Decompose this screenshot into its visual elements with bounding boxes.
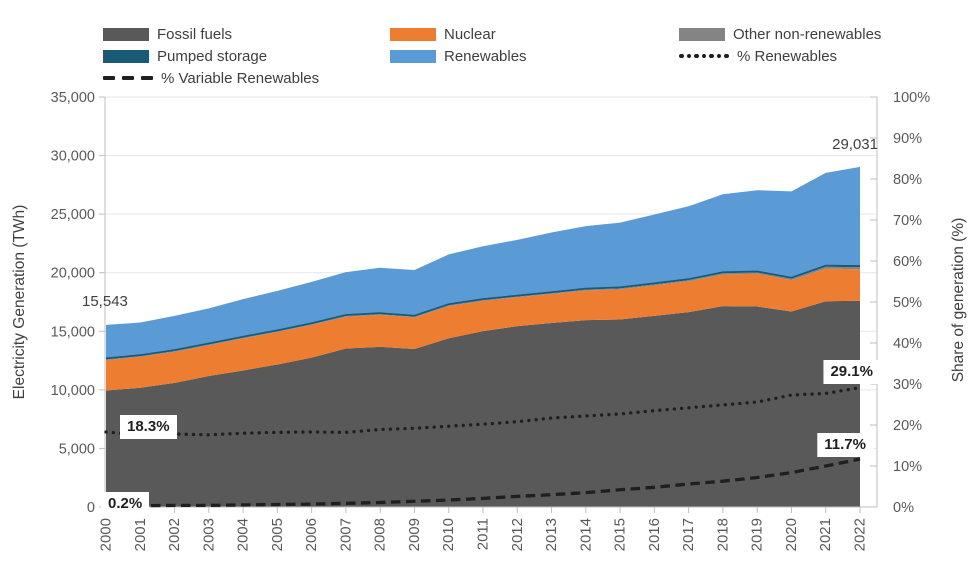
legend-item-other-non-renewables: Other non-renewables <box>679 25 882 43</box>
legend-swatch <box>679 27 725 41</box>
annotation-total-2022: 29,031 <box>832 135 878 153</box>
x-axis-tick-label: 2014 <box>577 518 594 551</box>
left-axis-tick-label: 10,000 <box>51 383 95 399</box>
x-axis-tick-label: 2002 <box>166 518 183 551</box>
right-axis-tick-label: 90% <box>893 131 922 147</box>
area-nuclear <box>106 268 860 391</box>
right-axis-tick-label: 0% <box>893 500 914 516</box>
legend-label: % Renewables <box>737 47 838 65</box>
legend-label: Fossil fuels <box>157 25 233 43</box>
x-axis-tick-label: 2004 <box>235 518 252 551</box>
right-axis-tick-label: 100% <box>893 90 930 106</box>
left-axis-tick-label: 5,000 <box>59 441 95 457</box>
area-renewables <box>106 166 860 359</box>
x-axis-tick-label: 2012 <box>509 518 526 551</box>
right-axis-tick-label: 30% <box>893 377 922 393</box>
x-axis-tick-label: 2019 <box>749 518 766 551</box>
line-renewables <box>104 386 862 437</box>
x-axis-tick-label: 2009 <box>406 518 423 551</box>
right-axis-tick-label: 10% <box>893 459 922 475</box>
left-axis-tick-label: 20,000 <box>51 266 95 282</box>
annotation-pct-var-2022: 11.7% <box>817 433 873 458</box>
x-axis-tick-label: 2018 <box>714 518 731 551</box>
left-axis-tick-label: 15,000 <box>51 324 95 340</box>
legend-dotted-line-glyph <box>679 53 729 59</box>
left-axis-tick-label: 0 <box>87 500 95 516</box>
dot-glyph <box>694 53 699 59</box>
right-axis-tick-label: 50% <box>893 295 922 311</box>
x-axis-tick-label: 2003 <box>200 518 217 551</box>
legend-item-renewables: % Renewables <box>679 47 881 65</box>
x-axis-tick-label: 2015 <box>612 518 629 551</box>
legend-item-pumped-storage: Pumped storage <box>103 47 390 65</box>
left-axis-tick-label: 25,000 <box>51 207 95 223</box>
x-axis-tick-label: 2020 <box>783 518 800 551</box>
dot-glyph <box>701 53 707 59</box>
dot-glyph <box>724 53 729 59</box>
x-axis-tick-label: 2022 <box>852 518 869 551</box>
line-variable-renewables <box>105 457 861 508</box>
legend-label: % Variable Renewables <box>161 69 320 87</box>
dash-glyph <box>103 76 115 80</box>
dot-glyph <box>686 53 692 59</box>
x-axis-tick-label: 2011 <box>475 518 492 550</box>
legend-swatch <box>390 27 436 41</box>
x-axis-tick-label: 2005 <box>269 518 286 551</box>
chart-legend: Fossil fuels Nuclear Other non-renewables P… <box>103 25 882 87</box>
x-axis-tick-label: 2013 <box>543 518 560 551</box>
right-axis-title: Share of generation (%) <box>950 217 967 383</box>
stacked-areas <box>105 166 861 507</box>
legend-swatch <box>390 49 436 63</box>
annotation-total-2000: 15,543 <box>82 292 128 310</box>
legend-swatch <box>103 49 149 63</box>
x-axis-tick-label: 2000 <box>98 518 115 551</box>
legend-dashed-line-glyph <box>103 76 153 80</box>
left-axis-title: Electricity Generation (TWh) <box>11 204 28 400</box>
dash-glyph <box>122 76 134 80</box>
x-axis-tick-label: 2016 <box>646 518 663 551</box>
legend-label: Renewables <box>444 47 527 65</box>
axes: 0 5,000 10,000 15,000 20,000 25,000 30,000 35,0… <box>51 90 931 551</box>
left-axis-tick-label: 30,000 <box>51 149 95 165</box>
x-axis-tick-label: 2010 <box>440 518 457 551</box>
legend-label: Pumped storage <box>157 47 268 65</box>
area-fossil-fuels <box>106 300 860 507</box>
right-axis-tick-label: 40% <box>893 336 922 352</box>
x-axis-tick-label: 2017 <box>680 518 697 551</box>
right-axis-tick-label: 70% <box>893 213 922 229</box>
annotation-pct-renew-2022: 29.1% <box>823 359 880 384</box>
legend-item-variable-renewables: % Variable Renewables <box>103 69 390 87</box>
dot-glyph <box>716 53 722 59</box>
right-axis-tick-label: 20% <box>893 418 922 434</box>
legend-swatch <box>103 27 149 41</box>
pumped-storage-edge <box>105 264 861 359</box>
annotation-pct-var-2000: 0.2% <box>101 492 150 517</box>
x-axis-tick-label: 2007 <box>337 518 354 551</box>
x-axis-tick-label: 2021 <box>817 518 834 551</box>
legend-label: Other non-renewables <box>733 25 882 43</box>
legend-item-renewables: Renewables <box>390 47 679 65</box>
annotation-pct-renew-2000: 18.3% <box>120 414 177 439</box>
legend-label: Nuclear <box>444 25 496 43</box>
x-axis-tick-label: 2006 <box>303 518 320 551</box>
right-axis-tick-label: 80% <box>893 172 922 188</box>
left-axis-tick-label: 35,000 <box>51 90 95 106</box>
x-axis-tick-label: 2008 <box>372 518 389 551</box>
dot-glyph <box>679 53 684 59</box>
dash-glyph <box>141 76 153 80</box>
x-axis-tick-label: 2001 <box>132 518 149 551</box>
legend-item-fossil-fuels: Fossil fuels <box>103 25 390 43</box>
right-axis-tick-label: 60% <box>893 254 922 270</box>
dot-glyph <box>709 53 714 59</box>
legend-item-nuclear: Nuclear <box>390 25 679 43</box>
